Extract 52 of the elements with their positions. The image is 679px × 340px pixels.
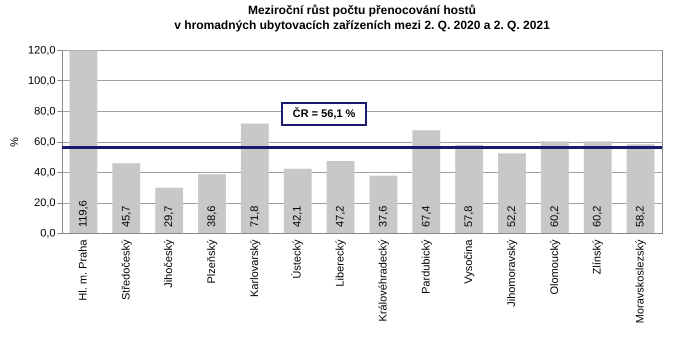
x-tick-label: Plzeňský <box>206 239 218 284</box>
chart-title: Meziroční růst počtu přenocování hostů v hromadných ubytovacích zařízeních mezi 2. Q. 2020 a 2. Q. 2021 <box>174 3 550 32</box>
bar <box>370 176 398 233</box>
bar <box>412 130 440 233</box>
y-tick-label: 20,0 <box>34 197 56 209</box>
y-axis-title: % <box>8 136 21 147</box>
y-tick-label: 80,0 <box>34 106 56 118</box>
data-label: 37,6 <box>377 206 390 227</box>
bar <box>112 163 140 233</box>
bar <box>584 141 612 233</box>
x-tick-label: Liberecký <box>334 239 347 287</box>
bar <box>198 174 226 233</box>
bar <box>540 141 569 233</box>
x-tick-label: Ústecký <box>290 239 304 279</box>
data-label: 47,2 <box>334 206 347 227</box>
x-tick-label: Jihočeský <box>163 239 176 288</box>
data-label: 38,6 <box>206 206 218 227</box>
x-tick-label: Pardubický <box>420 239 432 294</box>
bar <box>498 153 526 233</box>
ref-line-label: ČR = 56,1 % <box>292 107 356 120</box>
y-tick-label: 0,0 <box>40 228 56 240</box>
data-label: 42,1 <box>292 206 304 227</box>
bar <box>70 50 98 233</box>
data-label: 52,2 <box>506 206 518 227</box>
x-tick-label: Zlínský <box>592 239 604 274</box>
y-tick-label: 40,0 <box>34 166 56 178</box>
data-label: 60,2 <box>592 206 604 227</box>
data-label: 67,4 <box>420 206 432 227</box>
data-label: 45,7 <box>120 206 132 227</box>
x-tick-label: Královéhradecký <box>377 239 390 322</box>
bar <box>326 161 354 233</box>
bar <box>155 188 184 233</box>
data-label: 71,8 <box>248 206 261 227</box>
data-label: 60,2 <box>548 206 561 227</box>
bar <box>455 144 484 233</box>
data-label: 58,2 <box>634 206 647 227</box>
x-tick-label: Karlovarský <box>248 239 261 297</box>
bar <box>240 124 269 233</box>
data-label: 57,8 <box>463 206 476 227</box>
y-tick-label: 120,0 <box>28 44 56 56</box>
bar <box>284 168 312 233</box>
x-tick-label: Moravskoslezský <box>634 239 647 324</box>
x-tick-label: Olomoucký <box>548 239 561 295</box>
data-label: 119,6 <box>77 200 90 227</box>
bar <box>626 144 654 233</box>
x-tick-label: Hl. m. Praha <box>77 238 90 301</box>
y-tick-label: 60,0 <box>34 136 56 148</box>
x-tick-label: Jihomoravský <box>506 239 518 307</box>
y-tick-label: 100,0 <box>28 75 56 87</box>
x-tick-label: Vysočina <box>463 238 476 284</box>
data-label: 29,7 <box>163 206 176 227</box>
x-tick-label: Středočeský <box>120 239 132 300</box>
